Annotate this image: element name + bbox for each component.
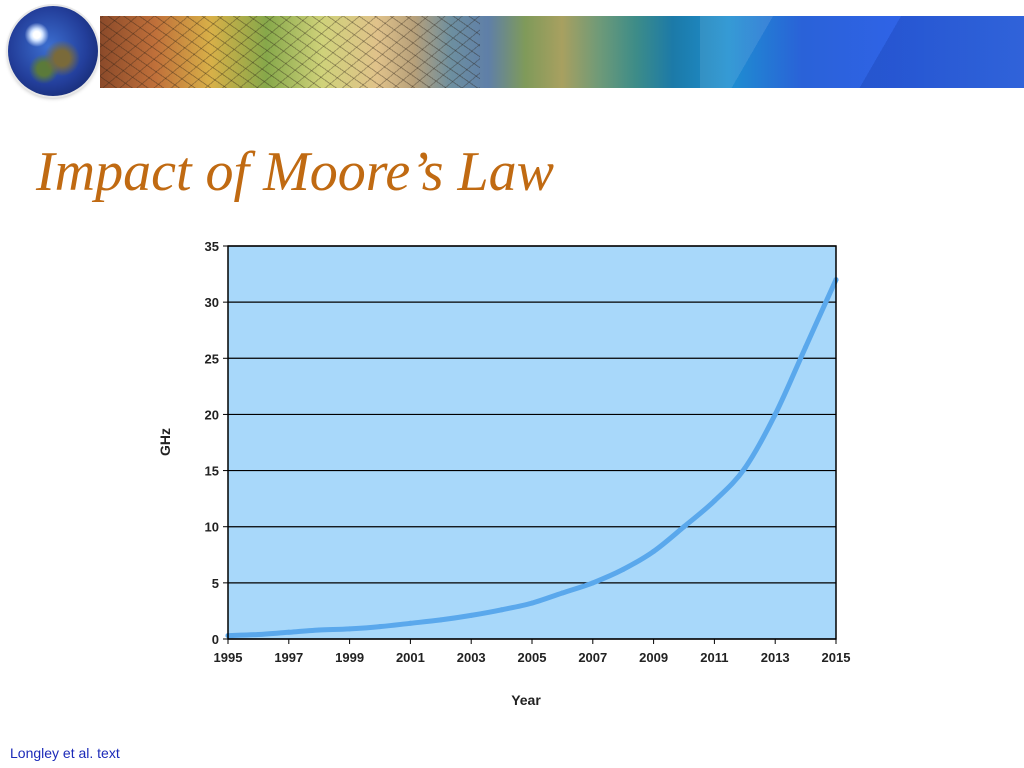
x-axis: 1995 1997 1999 2001 2003 2005 2007 2009 2011 2013… xyxy=(214,639,851,665)
data-point-2004 xyxy=(499,607,505,613)
page-title: Impact of Moore’s Law xyxy=(36,141,554,203)
data-point-2011 xyxy=(711,498,717,504)
road-map-texture xyxy=(100,16,480,88)
data-point-1998 xyxy=(316,627,322,633)
plot-area xyxy=(228,246,836,639)
data-point-2001 xyxy=(407,620,413,626)
x-tick-label: 2005 xyxy=(518,650,547,665)
data-point-2000 xyxy=(377,624,383,630)
y-tick-label: 10 xyxy=(205,520,219,535)
x-tick-label: 2013 xyxy=(761,650,790,665)
x-tick-label: 2015 xyxy=(822,650,851,665)
x-tick-label: 1995 xyxy=(214,650,243,665)
data-point-2002 xyxy=(438,617,444,623)
x-tick-label: 2001 xyxy=(396,650,425,665)
data-point-2007 xyxy=(590,580,596,586)
x-tick-label: 2007 xyxy=(578,650,607,665)
x-tick-label: 1999 xyxy=(335,650,364,665)
y-tick-label: 5 xyxy=(212,576,219,591)
data-point-2014 xyxy=(803,344,809,350)
x-tick-label: 2009 xyxy=(639,650,668,665)
gridlines xyxy=(228,245,836,640)
data-point-2008 xyxy=(620,566,626,572)
plot-frame xyxy=(227,245,837,640)
x-tick-label: 2003 xyxy=(457,650,486,665)
data-point-2013 xyxy=(772,411,778,417)
x-axis-label: Year xyxy=(511,692,541,708)
data-point-1999 xyxy=(347,626,353,632)
x-tick-label: 1997 xyxy=(274,650,303,665)
x-tick-label: 2011 xyxy=(700,650,728,665)
data-point-2012 xyxy=(742,465,748,471)
y-tick-label: 0 xyxy=(212,632,219,647)
data-point-2005 xyxy=(529,600,535,606)
globe-icon xyxy=(8,6,98,96)
source-credit: Longley et al. text xyxy=(10,745,120,761)
y-tick-label: 30 xyxy=(205,295,219,310)
data-point-1997 xyxy=(286,629,292,635)
data-point-1996 xyxy=(255,632,261,637)
data-point-2010 xyxy=(681,524,687,530)
coastline-texture xyxy=(700,16,1024,88)
map-imagery-strip xyxy=(100,16,1024,88)
y-tick-label: 20 xyxy=(205,407,219,422)
data-point-2003 xyxy=(468,612,474,618)
header-banner xyxy=(0,0,1024,100)
moores-law-chart: 0 5 10 15 20 25 30 35 1995 1997 1999 2001 2003 2005 2… xyxy=(157,239,851,708)
data-point-2006 xyxy=(559,590,565,596)
y-tick-label: 35 xyxy=(205,239,219,254)
y-axis-label: GHz xyxy=(157,428,173,456)
data-point-2009 xyxy=(651,548,657,554)
y-tick-label: 25 xyxy=(205,351,219,366)
y-axis: 0 5 10 15 20 25 30 35 xyxy=(205,239,228,647)
y-tick-label: 15 xyxy=(205,464,219,479)
series-points xyxy=(225,277,839,639)
